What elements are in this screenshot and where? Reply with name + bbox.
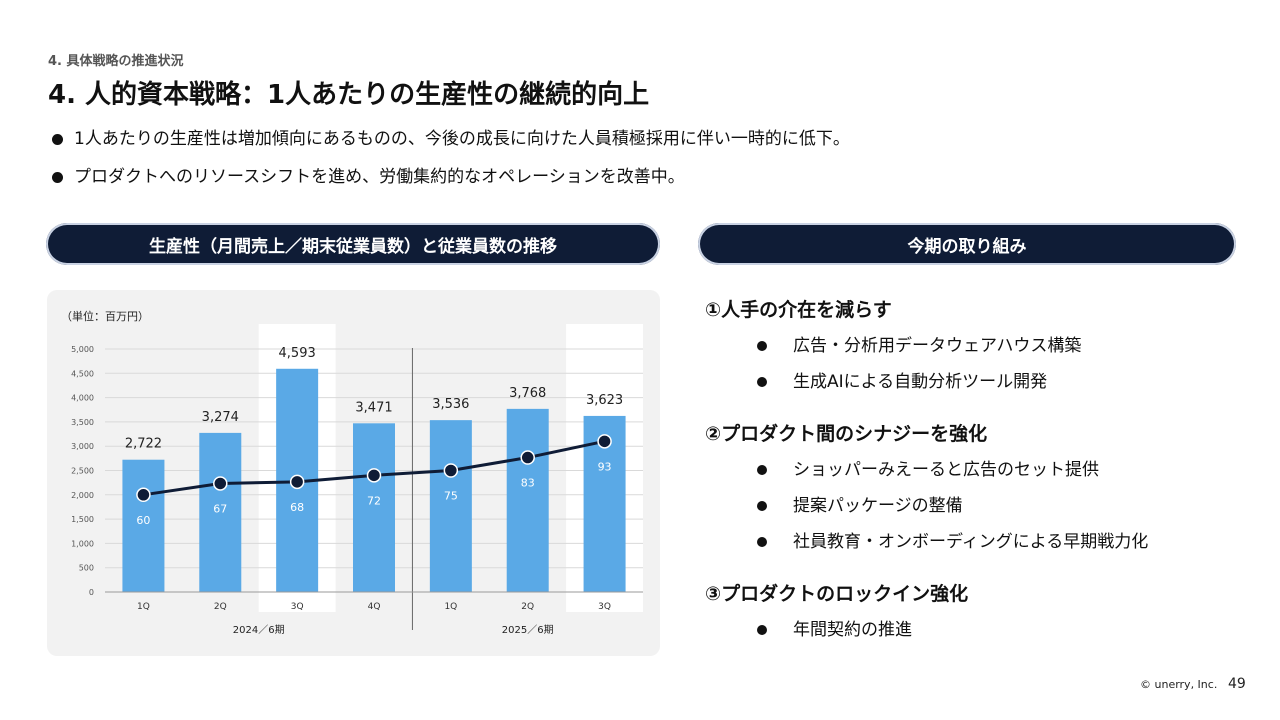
- summary-bullet-list: 1人あたりの生産性は増加傾向にあるものの、今後の成長に向けた人員積極採用に伴い一…: [50, 128, 850, 204]
- x-tick-label: 1Q: [137, 602, 150, 612]
- employee-count-point: [366, 468, 382, 483]
- employee-count-label: 93: [598, 460, 612, 473]
- employee-count-point: [443, 463, 459, 478]
- x-tick-label: 2Q: [521, 602, 534, 612]
- productivity-chart: 0 500 1,000 1,500 2,000 2,500 3,000 3,500 4,000 4…: [71, 324, 643, 636]
- initiative-group-title: ②プロダクト間のシナジーを強化: [705, 423, 988, 445]
- initiative-item: 社員教育・オンボーディングによる早期戦力化: [705, 530, 1245, 566]
- employee-count-point: [520, 450, 535, 465]
- initiative-item: 生成AIによる自動分析ツール開発: [705, 370, 1245, 406]
- initiative-group-title: ③プロダクトのロックイン強化: [705, 583, 969, 605]
- bar: [429, 420, 472, 592]
- initiative-item: ショッパーみえーると広告のセット提供: [705, 458, 1245, 494]
- x-tick-label: 3Q: [598, 602, 611, 612]
- y-tick-label: 0: [89, 588, 94, 597]
- bar-value-label: 4,593: [279, 346, 316, 361]
- page-title: 4. 人的資本戦略：1人あたりの生産性の継続的向上: [48, 80, 650, 110]
- y-tick-label: 500: [79, 564, 94, 573]
- employee-count-label: 68: [290, 501, 304, 514]
- initiative-group-items: 広告・分析用データウェアハウス構築 生成AIによる自動分析ツール開発: [705, 334, 1245, 406]
- y-tick-label: 1,000: [71, 539, 94, 548]
- summary-bullet: プロダクトへのリソースシフトを進め、労働集約的なオペレーションを改善中。: [50, 166, 850, 188]
- chart-unit-label: （単位：百万円）: [61, 310, 149, 323]
- employee-count-point: [136, 487, 151, 503]
- bar-value-label: 3,274: [202, 410, 239, 425]
- x-tick-label: 1Q: [444, 602, 457, 612]
- section-eyebrow: 4. 具体戦略の推進状況: [48, 54, 184, 69]
- initiative-item: 年間契約の推進: [705, 618, 1245, 654]
- y-tick-label: 3,000: [71, 442, 94, 451]
- bar-value-label: 3,536: [432, 397, 469, 412]
- x-tick-label: 4Q: [368, 602, 381, 612]
- bar: [199, 432, 242, 592]
- fiscal-year-label: 2025／6期: [502, 624, 554, 636]
- employee-count-point: [289, 474, 305, 490]
- summary-bullet: 1人あたりの生産性は増加傾向にあるものの、今後の成長に向けた人員積極採用に伴い一…: [50, 128, 850, 150]
- initiatives-section-heading: 今期の取り組み: [698, 223, 1236, 265]
- y-tick-label: 1,500: [71, 515, 94, 524]
- y-tick-label: 4,500: [71, 369, 94, 378]
- initiative-item: 提案パッケージの整備: [705, 494, 1245, 530]
- bar: [506, 408, 549, 592]
- bar: [122, 459, 165, 592]
- initiative-group-items: 年間契約の推進: [705, 618, 1245, 654]
- employee-count-point: [597, 434, 612, 449]
- employee-count-label: 83: [521, 477, 535, 490]
- chart-section-heading: 生産性（月間売上／期末従業員数）と従業員数の推移: [46, 223, 660, 265]
- employee-count-point: [213, 476, 228, 491]
- initiative-group-items: ショッパーみえーると広告のセット提供 提案パッケージの整備 社員教育・オンボーデ…: [705, 458, 1245, 566]
- page-number: 49: [1228, 676, 1246, 692]
- employee-count-label: 67: [213, 502, 227, 515]
- initiative-group-title: ①人手の介在を減らす: [705, 299, 892, 321]
- x-tick-label: 3Q: [291, 602, 304, 612]
- chart-panel: （単位：百万円） 0 500 1,000 1,500 2,000 2,500 3,000 3,…: [47, 290, 660, 656]
- initiative-item: 広告・分析用データウェアハウス構築: [705, 334, 1245, 370]
- bar-value-label: 3,623: [586, 393, 623, 408]
- bar-value-label: 3,471: [355, 400, 392, 415]
- employee-count-label: 60: [136, 514, 150, 527]
- y-tick-label: 5,000: [71, 345, 94, 354]
- bar-value-label: 3,768: [509, 386, 546, 401]
- x-tick-label: 2Q: [214, 602, 227, 612]
- fiscal-year-label: 2024／6期: [233, 624, 285, 636]
- employee-count-label: 72: [367, 494, 381, 507]
- initiatives-list: ①人手の介在を減らす 広告・分析用データウェアハウス構築 生成AIによる自動分析…: [705, 296, 1245, 668]
- y-tick-label: 3,500: [71, 418, 94, 427]
- copyright: © unerry, Inc.: [1140, 678, 1218, 691]
- y-tick-label: 2,500: [71, 467, 94, 476]
- employee-count-label: 75: [444, 490, 458, 503]
- bar-value-label: 2,722: [125, 437, 162, 452]
- y-tick-label: 4,000: [71, 394, 94, 403]
- y-tick-label: 2,000: [71, 491, 94, 500]
- bar: [353, 423, 395, 592]
